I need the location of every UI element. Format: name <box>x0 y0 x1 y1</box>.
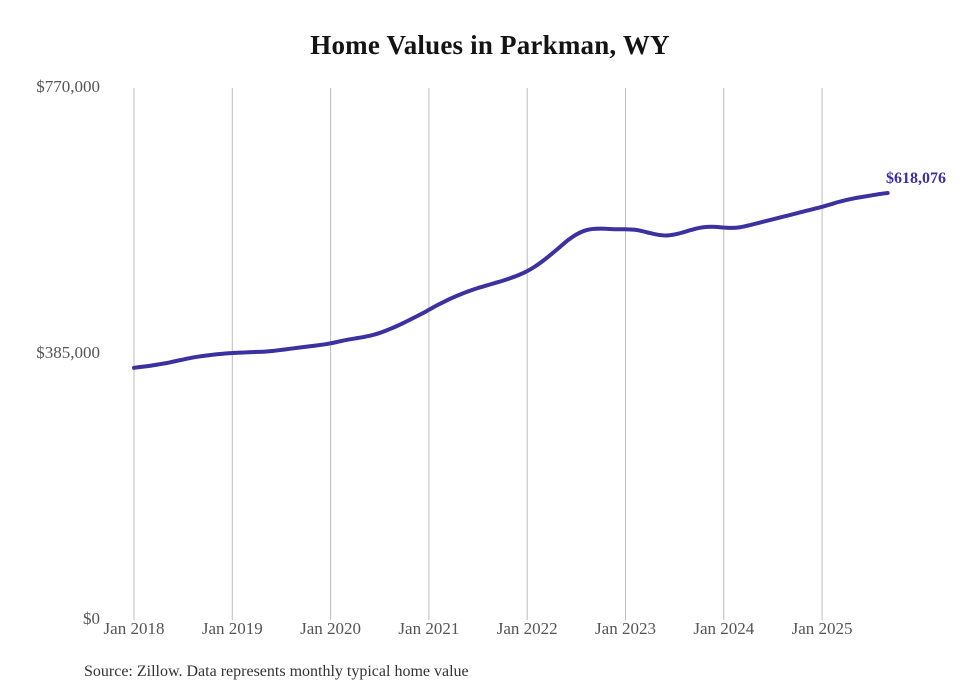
y-axis-tick-label: $770,000 <box>36 77 100 96</box>
chart-title: Home Values in Parkman, WY <box>310 30 670 60</box>
x-axis-tick-label: Jan 2018 <box>103 619 165 638</box>
x-axis-tick-label: Jan 2023 <box>595 619 656 638</box>
y-axis-tick-label: $0 <box>83 609 100 628</box>
x-axis-tick-label: Jan 2019 <box>201 619 263 638</box>
x-axis-tick-label: Jan 2024 <box>693 619 755 638</box>
y-axis-labels: $0 $385,000 $770,000 <box>0 0 100 699</box>
x-axis-tick-label: Jan 2020 <box>300 619 362 638</box>
source-note: Source: Zillow. Data represents monthly … <box>84 663 469 680</box>
gridlines <box>133 88 823 620</box>
x-axis-tick-label: Jan 2025 <box>791 619 853 638</box>
data-line-series <box>132 190 890 370</box>
y-axis-tick-label: $385,000 <box>36 343 100 362</box>
x-axis-tick-label: Jan 2022 <box>496 619 558 638</box>
x-axis-tick-label: Jan 2021 <box>398 619 460 638</box>
end-value-label: $618,076 <box>886 170 946 187</box>
